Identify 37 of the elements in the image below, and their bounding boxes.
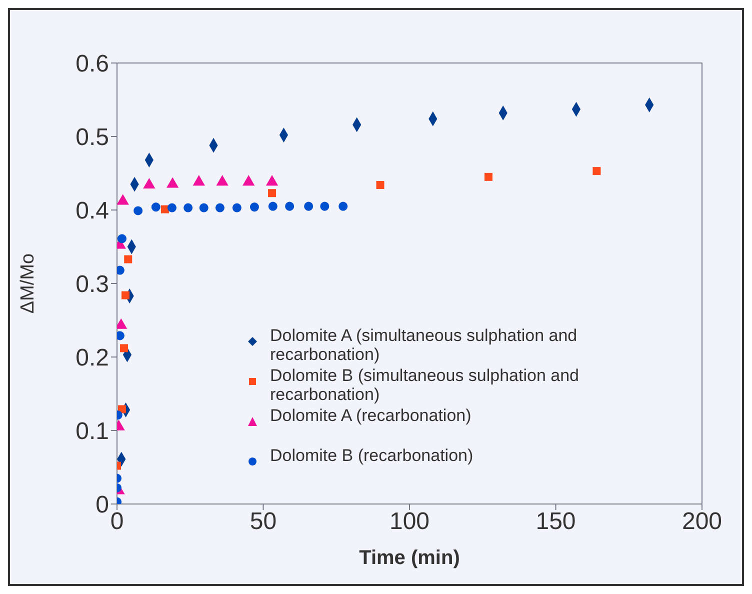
point [120,344,128,352]
legend-label: Dolomite A (recarbonation) [270,406,472,425]
point [199,203,208,212]
x-tick-label: 50 [250,508,277,536]
point [376,181,384,190]
point [338,202,348,211]
point [304,202,314,211]
legend-label: Dolomite B (simultaneous sulphation and recarbonation) [270,366,580,404]
point [151,202,160,212]
point [268,189,276,198]
x-tick-label: 200 [682,508,722,536]
legend-label: Dolomite A (simultaneous sulphation and recarbonation) [270,326,578,364]
point [121,291,130,300]
point [232,203,242,212]
point [117,234,126,244]
point [285,202,294,211]
point [320,202,330,211]
point [134,206,143,216]
x-tick-label: 150 [536,508,576,536]
point [268,202,278,211]
point [124,255,132,264]
y-tick-label: 0.6 [76,50,109,78]
point [167,203,177,212]
point [250,202,259,212]
y-tick-label: 0.2 [76,344,109,372]
y-tick-label: 0.5 [76,124,109,152]
legend-label: Dolomite B (recarbonation) [270,446,474,465]
point [592,167,601,176]
point [215,203,224,212]
point [184,203,193,212]
point [484,172,492,181]
y-tick-label: 0.1 [76,418,109,446]
y-tick-label: 0.4 [76,198,109,225]
x-axis-title: Time (min) [359,547,460,569]
y-axis-title: ΔM/Mo [18,253,39,314]
x-tick-label: 100 [389,508,430,536]
y-tick-label: 0.3 [76,271,109,298]
